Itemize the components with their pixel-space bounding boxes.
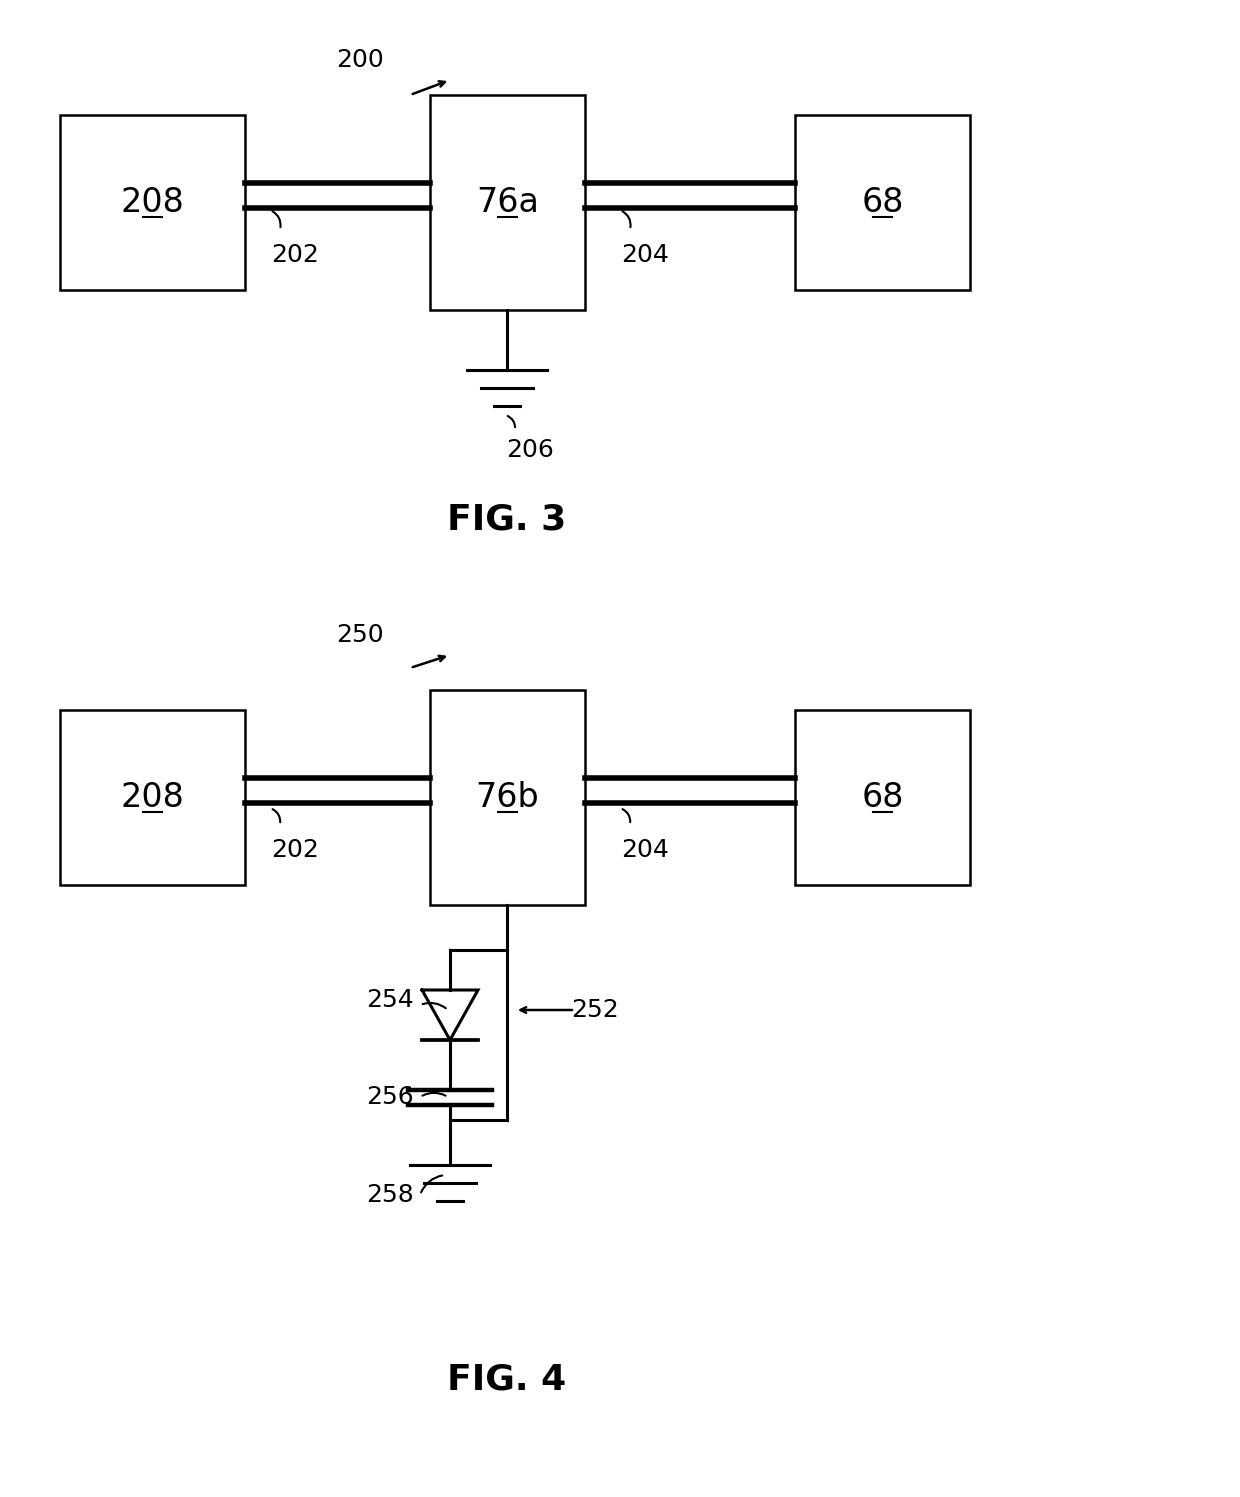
Bar xyxy=(430,690,585,906)
Text: 208: 208 xyxy=(120,781,185,814)
Text: 202: 202 xyxy=(272,838,319,862)
Text: 256: 256 xyxy=(366,1085,414,1109)
Text: 204: 204 xyxy=(621,838,668,862)
Text: 76a: 76a xyxy=(476,186,539,219)
Text: 200: 200 xyxy=(336,48,384,72)
Text: 204: 204 xyxy=(621,243,668,266)
Text: 208: 208 xyxy=(120,186,185,219)
Text: 252: 252 xyxy=(572,998,619,1022)
Text: 68: 68 xyxy=(862,781,904,814)
Text: 68: 68 xyxy=(862,186,904,219)
Bar xyxy=(795,710,970,885)
Text: 206: 206 xyxy=(506,439,554,463)
Text: 258: 258 xyxy=(366,1183,414,1207)
Text: 202: 202 xyxy=(272,243,319,266)
Text: FIG. 3: FIG. 3 xyxy=(448,503,567,537)
Bar xyxy=(795,115,970,290)
Bar xyxy=(60,710,246,885)
Text: 76b: 76b xyxy=(476,781,539,814)
Text: FIG. 4: FIG. 4 xyxy=(448,1362,567,1397)
Text: 254: 254 xyxy=(366,988,414,1012)
Bar xyxy=(60,115,246,290)
Text: 250: 250 xyxy=(336,623,384,647)
Bar xyxy=(430,94,585,310)
